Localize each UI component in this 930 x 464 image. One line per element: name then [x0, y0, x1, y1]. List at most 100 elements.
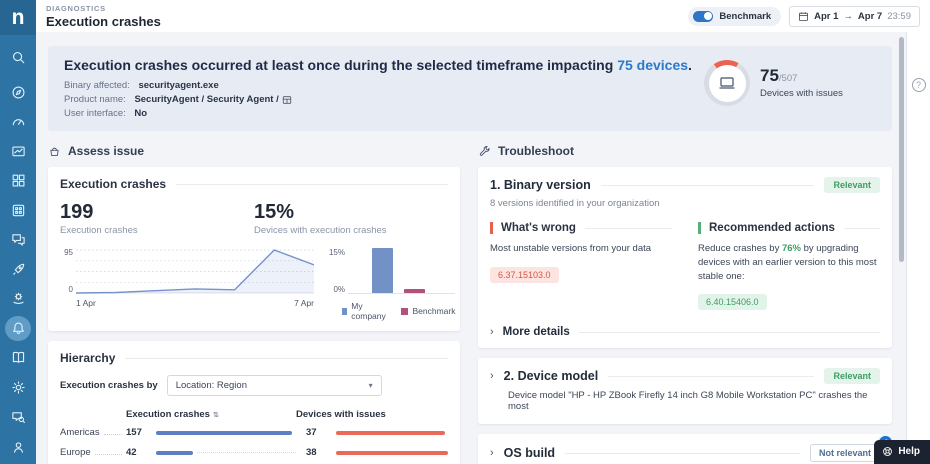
chevron-right-icon: ›: [490, 446, 494, 459]
gauge-ring: [704, 60, 750, 106]
wrench-icon: [479, 145, 490, 156]
divider: [125, 357, 448, 359]
filter-label: Execution crashes by: [60, 380, 158, 391]
feedback-search-icon[interactable]: [5, 404, 31, 430]
gauge-value: 75/507: [760, 66, 798, 86]
binary-version-card: 1. Binary version Relevant 8 versions id…: [478, 167, 892, 349]
chevron-right-icon: ›: [490, 325, 494, 338]
sidebar: n: [0, 0, 36, 464]
date-start: Apr 1: [814, 10, 839, 22]
date-range-picker[interactable]: Apr 1 → Apr 7 23:59: [789, 5, 920, 27]
stat-devices-pct: 15% Devices with execution crashes: [254, 201, 387, 236]
benchmark-bar-chart: 15% 0% My c: [328, 248, 456, 321]
more-details-expander[interactable]: › More details: [490, 326, 880, 338]
recommended-actions-text: Reduce crashes by 76% by upgrading devic…: [698, 243, 877, 282]
calendar-icon: [799, 11, 809, 21]
help-rail: ?: [906, 32, 930, 464]
meta-user-interface: User interface: No: [64, 108, 148, 119]
applications-icon[interactable]: [5, 198, 31, 223]
device-model-subtitle: Device model "HP - HP ZBook Firefly 14 i…: [508, 390, 868, 413]
search-icon[interactable]: [5, 44, 31, 69]
summary-banner: Execution crashes occurred at least once…: [48, 46, 892, 131]
os-build-expander[interactable]: › OS build Not relevant: [490, 444, 880, 463]
impacted-devices-link[interactable]: 75 devices: [617, 57, 689, 73]
banner-title: Execution crashes occurred at least once…: [64, 57, 692, 73]
benchmark-label: Benchmark: [719, 10, 772, 22]
binary-version-subtitle: 8 versions identified in your organizati…: [490, 198, 660, 209]
monitor-trend-icon[interactable]: [5, 139, 31, 164]
compass-icon[interactable]: [5, 80, 31, 105]
life-ring-icon: [883, 447, 893, 456]
page-title: Execution crashes: [46, 13, 161, 29]
scrollbar-thumb[interactable]: [899, 37, 904, 262]
meta-binary: Binary affected: securityagent.exe: [64, 80, 219, 91]
card-title: Execution crashes: [60, 177, 167, 191]
legend-swatch-company: [342, 307, 348, 315]
benchmark-toggle[interactable]: Benchmark: [688, 6, 782, 26]
x-tick-last: 7 Apr: [294, 298, 314, 308]
assess-issue-header: Assess issue: [48, 144, 460, 158]
os-build-card: › OS build Not relevant: [478, 434, 892, 464]
account-person-icon[interactable]: [5, 434, 31, 460]
chevron-down-icon: ▾: [368, 381, 373, 390]
alerts-bell-icon[interactable]: [5, 315, 31, 342]
y-tick-max: 95: [64, 248, 73, 257]
improvement-percent: 76%: [781, 243, 801, 254]
divider: [584, 227, 672, 229]
divider: [578, 331, 880, 333]
hierarchy-card: Hierarchy Execution crashes by Location:…: [48, 341, 460, 464]
troubleshoot-header: Troubleshoot: [478, 144, 892, 158]
conversations-icon[interactable]: [5, 227, 31, 252]
crashes-bar: [156, 430, 292, 435]
question-circle-icon[interactable]: ?: [911, 78, 926, 92]
date-arrow: →: [843, 10, 853, 22]
legend-swatch-benchmark: [401, 307, 409, 315]
divider: [565, 452, 800, 454]
line-chart: 95 0 1 Apr 7 Apr: [60, 248, 314, 321]
date-time: 23:59: [887, 10, 911, 22]
sort-icon[interactable]: ⇅: [212, 411, 219, 419]
chart-legend: My company Benchmark: [342, 301, 455, 321]
breadcrumb: DIAGNOSTICS: [46, 3, 106, 13]
device-model-card: › 2. Device model Relevant Device model …: [478, 358, 892, 425]
devices-bar: [336, 430, 446, 435]
crashes-bar: [156, 450, 194, 455]
line-chart-plot: [76, 249, 314, 294]
divider: [608, 375, 815, 377]
relevant-badge: Relevant: [824, 368, 880, 385]
automation-icon[interactable]: [5, 286, 31, 311]
help-button[interactable]: Help: [874, 440, 930, 464]
dashboards-grid-icon[interactable]: [5, 168, 31, 193]
nexthink-logo[interactable]: n: [0, 0, 36, 36]
hierarchy-dropdown[interactable]: Location: Region ▾: [166, 375, 382, 396]
whats-wrong-text: Most unstable versions from your data: [490, 243, 652, 254]
chevron-right-icon: ›: [490, 369, 494, 382]
unstable-version-chip: 6.37.15103.0: [490, 266, 559, 283]
bar-my-company: [372, 248, 393, 293]
recommended-actions-column: Recommended actions Reduce crashes by 76…: [698, 222, 880, 311]
hierarchy-row-europe[interactable]: Europe 42 38: [60, 447, 448, 458]
toggle-switch-on[interactable]: [693, 10, 714, 22]
content: Execution crashes occurred at least once…: [36, 32, 898, 464]
y-tick-min: 0: [68, 285, 73, 294]
device-model-expander[interactable]: › 2. Device model Relevant: [490, 368, 880, 385]
rocket-icon[interactable]: [5, 257, 31, 282]
gauge-caption: Devices with issues: [760, 87, 843, 99]
gauge-icon[interactable]: [5, 109, 31, 134]
divider: [600, 184, 815, 186]
settings-gear-icon[interactable]: [5, 375, 31, 400]
documentation-book-icon[interactable]: [5, 345, 31, 370]
stat-execution-crashes: 199 Execution crashes: [60, 201, 138, 236]
product-details-icon[interactable]: [282, 95, 292, 105]
laptop-icon: [719, 77, 735, 89]
divider: [843, 227, 880, 229]
divider: [176, 183, 448, 185]
vertical-scrollbar[interactable]: [898, 32, 906, 464]
hierarchy-row-americas[interactable]: Americas 157 37: [60, 427, 448, 438]
date-end: Apr 7: [857, 10, 883, 22]
devices-bar: [336, 450, 448, 455]
relevant-badge: Relevant: [824, 177, 880, 193]
meta-product: Product name: SecurityAgent / Security A…: [64, 93, 704, 107]
main-area: DIAGNOSTICS Execution crashes Benchmark …: [36, 0, 930, 464]
